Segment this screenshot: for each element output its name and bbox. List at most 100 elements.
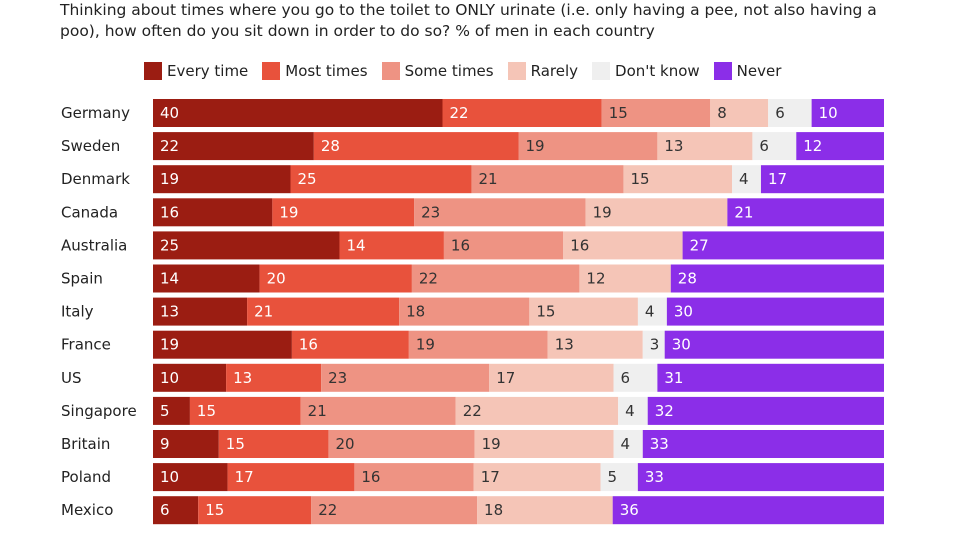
bar-segment bbox=[477, 496, 613, 525]
legend-item-some-times: Some times bbox=[381, 62, 494, 80]
bar-segment bbox=[760, 165, 884, 194]
bar-segment bbox=[637, 297, 667, 326]
data-label: 4 bbox=[625, 402, 635, 420]
bar-segment bbox=[618, 396, 648, 425]
bar-segment bbox=[529, 297, 638, 326]
legend-label: Some times bbox=[404, 62, 494, 80]
data-label: 17 bbox=[481, 468, 500, 486]
legend-swatch bbox=[381, 62, 400, 80]
data-label: 40 bbox=[160, 104, 179, 122]
category-label-germany: Germany bbox=[61, 104, 130, 122]
bar-segment bbox=[153, 99, 443, 127]
bar-segment bbox=[752, 132, 797, 161]
data-label: 5 bbox=[608, 468, 618, 486]
data-label: 15 bbox=[609, 104, 628, 122]
data-label: 20 bbox=[267, 270, 286, 288]
data-label: 21 bbox=[734, 203, 753, 221]
bar-segment bbox=[399, 297, 530, 326]
bar-segment bbox=[811, 99, 884, 127]
data-label: 23 bbox=[421, 203, 440, 221]
bar-segment bbox=[442, 99, 602, 127]
bar-segment bbox=[291, 330, 409, 359]
category-label-denmark: Denmark bbox=[61, 170, 130, 188]
bar-segment bbox=[613, 363, 658, 392]
bar-segment bbox=[153, 363, 227, 392]
data-label: 14 bbox=[160, 270, 179, 288]
data-label: 4 bbox=[621, 435, 631, 453]
legend-swatch bbox=[262, 62, 281, 80]
bar-segment bbox=[321, 363, 490, 392]
bar-segment bbox=[153, 165, 291, 194]
bar-segment bbox=[153, 297, 248, 326]
data-label: 20 bbox=[335, 435, 354, 453]
legend-swatch bbox=[713, 62, 732, 80]
bar-segment bbox=[153, 198, 273, 227]
bar-segment bbox=[664, 330, 884, 359]
data-label: 15 bbox=[226, 435, 245, 453]
data-label: 13 bbox=[555, 336, 574, 354]
data-label: 19 bbox=[279, 203, 298, 221]
legend-item-rarely: Rarely bbox=[507, 62, 578, 80]
bar-segment bbox=[732, 165, 761, 194]
data-label: 25 bbox=[298, 170, 317, 188]
bar-segment bbox=[153, 132, 314, 161]
data-label: 17 bbox=[496, 369, 515, 387]
bar-segment bbox=[198, 496, 312, 525]
bar-segment bbox=[247, 297, 400, 326]
legend-item-don-t-know: Don't know bbox=[592, 62, 700, 80]
data-label: 10 bbox=[160, 468, 179, 486]
data-label: 16 bbox=[160, 203, 179, 221]
bar-segment bbox=[153, 463, 228, 492]
data-label: 22 bbox=[450, 104, 469, 122]
data-label: 28 bbox=[321, 137, 340, 155]
data-label: 6 bbox=[775, 104, 785, 122]
data-label: 5 bbox=[160, 402, 170, 420]
data-label: 9 bbox=[160, 435, 170, 453]
data-label: 3 bbox=[650, 336, 660, 354]
data-label: 16 bbox=[299, 336, 318, 354]
bar-segment bbox=[585, 198, 728, 227]
data-label: 13 bbox=[664, 137, 683, 155]
category-label-france: France bbox=[61, 336, 111, 354]
data-label: 36 bbox=[620, 501, 639, 519]
bar-segment bbox=[272, 198, 415, 227]
data-label: 12 bbox=[586, 270, 605, 288]
data-label: 22 bbox=[160, 137, 179, 155]
bar-segment bbox=[796, 132, 884, 161]
data-label: 15 bbox=[205, 501, 224, 519]
data-label: 19 bbox=[160, 170, 179, 188]
bar-segment bbox=[471, 165, 624, 194]
bar-segment bbox=[455, 396, 619, 425]
data-label: 15 bbox=[197, 402, 216, 420]
bar-segment bbox=[474, 430, 614, 458]
data-label: 19 bbox=[526, 137, 545, 155]
data-label: 13 bbox=[233, 369, 252, 387]
legend-item-never: Never bbox=[713, 62, 781, 80]
bar-segment bbox=[682, 231, 884, 260]
data-label: 33 bbox=[645, 468, 664, 486]
category-label-australia: Australia bbox=[61, 236, 127, 254]
bar-segment bbox=[153, 396, 190, 425]
data-label: 22 bbox=[463, 402, 482, 420]
data-label: 21 bbox=[478, 170, 497, 188]
bar-segment bbox=[613, 430, 643, 458]
data-label: 30 bbox=[674, 303, 693, 321]
data-label: 6 bbox=[759, 137, 769, 155]
data-label: 15 bbox=[536, 303, 555, 321]
bar-segment bbox=[411, 264, 580, 293]
bar-segment bbox=[189, 396, 301, 425]
bar-segment bbox=[218, 430, 329, 458]
data-label: 25 bbox=[160, 236, 179, 254]
data-label: 19 bbox=[160, 336, 179, 354]
data-label: 30 bbox=[672, 336, 691, 354]
data-label: 21 bbox=[254, 303, 273, 321]
bar-segment bbox=[612, 496, 884, 525]
bar-segment bbox=[657, 363, 884, 392]
bar-segment bbox=[408, 330, 548, 359]
bar-segment bbox=[623, 165, 733, 194]
bar-segment bbox=[443, 231, 564, 260]
bar-segment bbox=[642, 430, 884, 458]
bar-segment bbox=[153, 264, 260, 293]
category-label-italy: Italy bbox=[61, 303, 94, 321]
data-label: 19 bbox=[416, 336, 435, 354]
